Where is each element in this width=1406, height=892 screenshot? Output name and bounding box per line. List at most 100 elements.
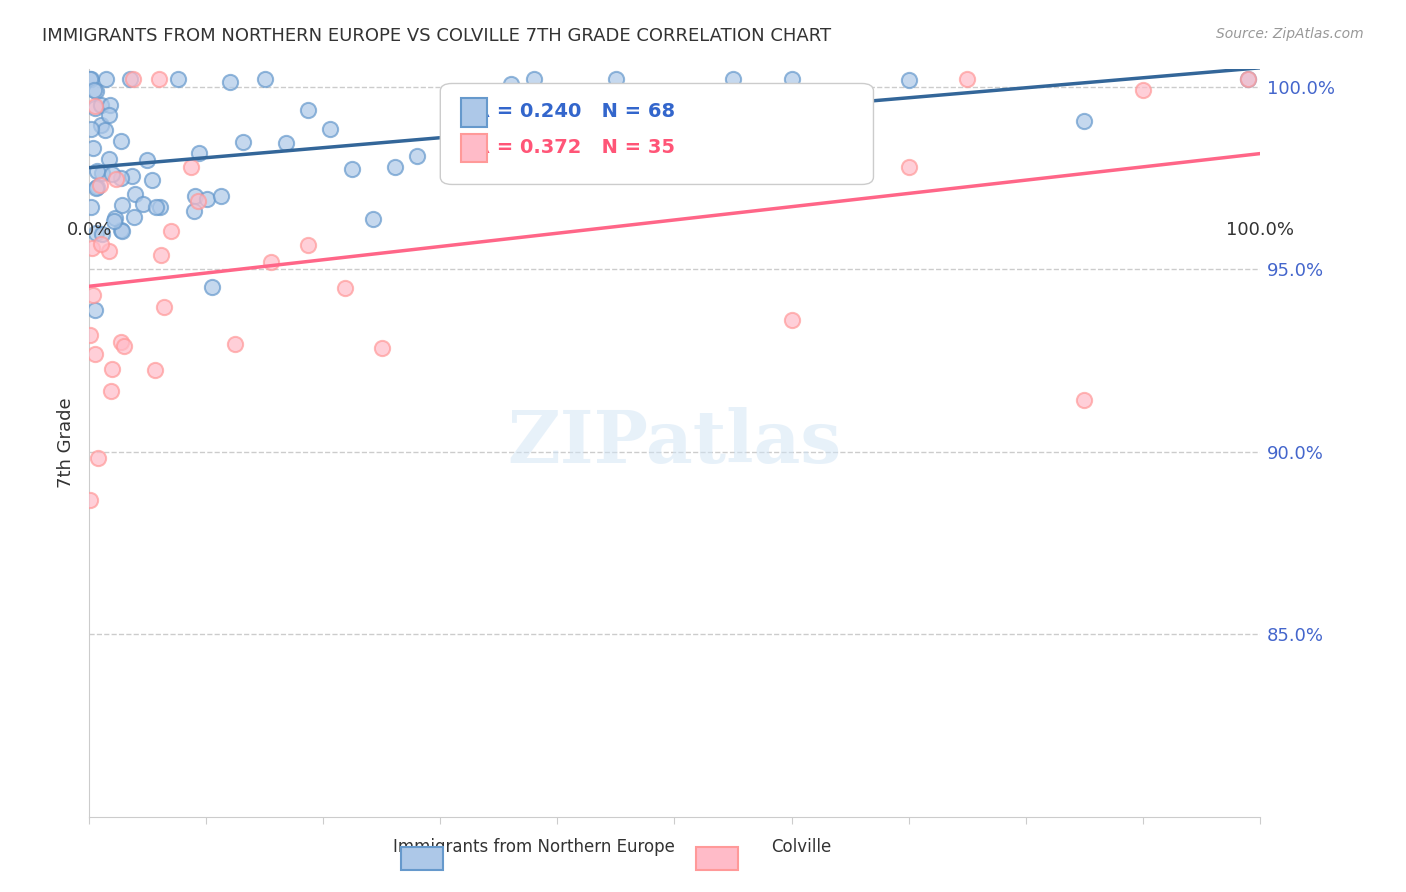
Point (197, 192, 219, 206)
Point (453, 95, 475, 110)
Point (148, 72, 170, 87)
Bar (461, 134, 486, 162)
Text: Source: ZipAtlas.com: Source: ZipAtlas.com (1216, 27, 1364, 41)
Point (340, 162, 363, 177)
Point (297, 238, 319, 252)
Point (79, 492, 101, 507)
Point (297, 103, 319, 118)
Point (80, 200, 103, 214)
Point (804, 116, 827, 130)
Point (1237, 72, 1260, 87)
Point (371, 341, 394, 355)
Bar (461, 98, 486, 127)
Point (84, 84, 107, 98)
Point (98, 108, 121, 122)
Point (80, 72, 103, 87)
Point (132, 196, 155, 211)
Point (546, 109, 568, 123)
Point (84, 181, 107, 195)
Point (90, 227, 112, 241)
Point (90, 98, 112, 112)
Point (180, 161, 202, 175)
Point (780, 72, 803, 87)
Point (79, 328, 101, 343)
Point (110, 223, 132, 237)
Point (956, 72, 979, 87)
Point (110, 334, 132, 349)
Y-axis label: 7th Grade: 7th Grade (58, 397, 75, 488)
Point (94, 72, 117, 87)
Point (897, 161, 920, 175)
Text: R = 0.372   N = 35: R = 0.372 N = 35 (475, 137, 675, 157)
Point (84, 226, 107, 240)
Point (166, 72, 188, 87)
Point (104, 211, 127, 225)
Point (97, 153, 120, 167)
Point (276, 136, 298, 151)
Point (260, 255, 283, 269)
Point (79, 72, 101, 87)
Point (184, 188, 207, 202)
Point (187, 194, 209, 209)
Point (121, 169, 143, 184)
Point (1073, 393, 1095, 408)
Point (101, 362, 124, 376)
Point (87, 450, 110, 465)
Point (1073, 113, 1095, 128)
Point (86, 180, 108, 194)
Point (111, 198, 134, 212)
Text: Colville: Colville (772, 838, 831, 856)
Point (188, 146, 211, 161)
Point (84, 302, 107, 317)
Point (721, 72, 744, 87)
Point (118, 72, 141, 87)
Point (224, 337, 246, 351)
Point (86, 163, 108, 178)
FancyBboxPatch shape (440, 84, 873, 185)
Point (103, 214, 125, 228)
Point (101, 167, 124, 181)
Point (183, 203, 205, 218)
Point (100, 384, 122, 399)
Point (112, 339, 135, 353)
Point (110, 171, 132, 186)
Text: ZIPatlas: ZIPatlas (508, 407, 842, 478)
Point (82, 288, 104, 302)
Point (160, 223, 183, 237)
Point (780, 313, 803, 327)
Point (839, 154, 862, 169)
Point (122, 210, 145, 224)
Text: R = 0.240   N = 68: R = 0.240 N = 68 (475, 103, 675, 121)
Point (897, 73, 920, 87)
Point (149, 248, 172, 262)
Point (83, 83, 105, 97)
Point (110, 134, 132, 148)
Point (90, 166, 112, 180)
Text: IMMIGRANTS FROM NORTHERN EUROPE VS COLVILLE 7TH GRADE CORRELATION CHART: IMMIGRANTS FROM NORTHERN EUROPE VS COLVI… (42, 27, 831, 45)
Point (89, 178, 111, 193)
Point (136, 153, 159, 168)
Point (98, 244, 121, 258)
Point (209, 188, 232, 202)
Point (124, 187, 146, 202)
Point (111, 224, 134, 238)
Point (141, 173, 163, 187)
Point (84, 99, 107, 113)
Point (405, 149, 427, 163)
Point (201, 280, 224, 294)
Point (218, 75, 240, 89)
Text: 100.0%: 100.0% (1226, 221, 1294, 239)
Point (149, 201, 172, 215)
Point (605, 72, 627, 87)
Point (104, 172, 127, 186)
Point (1237, 72, 1260, 87)
Point (384, 160, 406, 174)
Point (121, 72, 143, 87)
Point (143, 363, 166, 377)
Point (232, 135, 254, 149)
Point (84, 101, 107, 115)
Point (152, 300, 174, 314)
Point (333, 280, 356, 294)
Point (90, 119, 112, 133)
Point (499, 77, 522, 91)
